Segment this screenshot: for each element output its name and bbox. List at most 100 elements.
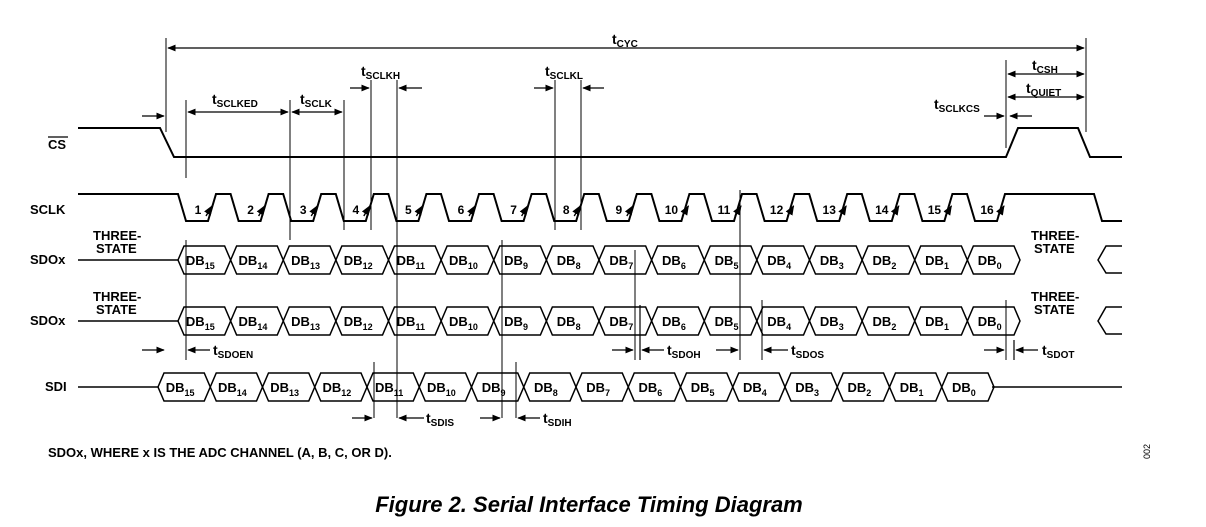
tsdis-label: tSDIS bbox=[426, 410, 454, 429]
timing-labels: tCYC tCSH tQUIET tSCLKED tSCLK tSCLKH tS… bbox=[212, 31, 1074, 429]
sdi-cell-label-db12: DB12 bbox=[322, 380, 351, 398]
sdi-cell-label-db14: DB14 bbox=[218, 380, 247, 398]
sclk-edge-arrow bbox=[785, 205, 795, 217]
three-state-label-right-1b: STATE bbox=[1034, 241, 1075, 256]
sdi-bus: DB15 DB14 DB13 DB12 DB11 DB10 DB9 DB8 DB7 DB6 DB5 D… bbox=[157, 372, 995, 402]
sclk-cycle-13: 13 bbox=[823, 203, 837, 217]
reference-lines bbox=[165, 38, 1087, 418]
sclk-cycle-5: 5 bbox=[405, 203, 412, 217]
sdox1-bus: DB15 DB14 DB13 DB12 DB11 DB10 DB9 DB8 DB7 DB6 DB5 D… bbox=[177, 245, 1021, 275]
sdox1-cell-label-db4: DB4 bbox=[767, 253, 791, 271]
sdox1-tail-right bbox=[1097, 245, 1122, 274]
sdox2-bus: DB15 DB14 DB13 DB12 DB11 DB10 DB9 DB8 DB7 DB6 DB5 D… bbox=[177, 306, 1021, 336]
footnote: SDOx, WHERE x IS THE ADC CHANNEL (A, B, … bbox=[48, 445, 392, 460]
sdi-cell-label-db7: DB7 bbox=[586, 380, 610, 398]
sdox2-cell-label-db15: DB15 bbox=[186, 314, 215, 332]
cs-waveform bbox=[78, 127, 1122, 158]
sdi-cell-label-db3: DB3 bbox=[795, 380, 819, 398]
sdi-cell-label-db0: DB0 bbox=[952, 380, 976, 398]
sdox1-cell-label-db15: DB15 bbox=[186, 253, 215, 271]
sdox2-cell-label-db2: DB2 bbox=[873, 314, 897, 332]
tsdih-label: tSDIH bbox=[543, 410, 572, 429]
tsdot-label: tSDOT bbox=[1042, 342, 1074, 361]
three-state-label-left-1a: THREE- bbox=[93, 228, 141, 243]
sclk-waveform bbox=[78, 193, 1122, 222]
tcsh-label: tCSH bbox=[1032, 57, 1058, 76]
sdox2-cell-label-db14: DB14 bbox=[239, 314, 268, 332]
sclk-cycle-14: 14 bbox=[875, 203, 889, 217]
sdox2-cell-label-db0: DB0 bbox=[978, 314, 1002, 332]
sdox-signal-label-2: SDOx bbox=[30, 313, 66, 328]
sdox2-cell-label-db4: DB4 bbox=[767, 314, 791, 332]
sclk-cycle-16: 16 bbox=[980, 203, 994, 217]
sdi-cell-label-db1: DB1 bbox=[900, 380, 924, 398]
sdi-cell-label-db8: DB8 bbox=[534, 380, 558, 398]
sdox1-cell-label-db12: DB12 bbox=[344, 253, 373, 271]
sclk-cycle-15: 15 bbox=[928, 203, 942, 217]
sclk-cycle-6: 6 bbox=[458, 203, 465, 217]
sclk-edge-arrow bbox=[943, 205, 953, 217]
sclk-edge-arrow bbox=[838, 205, 847, 217]
sdox2-cell-label-db9: DB9 bbox=[504, 314, 528, 332]
sdi-signal-label: SDI bbox=[45, 379, 67, 394]
sdox-signal-label-1: SDOx bbox=[30, 252, 66, 267]
sdox2-cell-label-db5: DB5 bbox=[715, 314, 739, 332]
sdox1-cell-label-db3: DB3 bbox=[820, 253, 844, 271]
sclk-edge-arrow bbox=[361, 205, 371, 217]
three-state-label-left-1b: STATE bbox=[96, 241, 137, 256]
sdi-cell-label-db10: DB10 bbox=[427, 380, 456, 398]
three-state-label-right-1a: THREE- bbox=[1031, 228, 1079, 243]
sclk-signal-label: SCLK bbox=[30, 202, 66, 217]
tsdoh-label: tSDOH bbox=[667, 342, 701, 361]
three-state-label-right-2a: THREE- bbox=[1031, 289, 1079, 304]
sclk-edge-arrow bbox=[572, 205, 581, 217]
sdox1-cell-label-db5: DB5 bbox=[715, 253, 739, 271]
sdox1-cell-label-db10: DB10 bbox=[449, 253, 478, 271]
sdi-cell-label-db6: DB6 bbox=[638, 380, 662, 398]
sclk-edge-arrow bbox=[467, 205, 476, 217]
sdox2-cell-label-db7: DB7 bbox=[609, 314, 633, 332]
sdox2-cell-label-db1: DB1 bbox=[925, 314, 949, 332]
figure-caption: Figure 2. Serial Interface Timing Diagra… bbox=[375, 492, 803, 517]
sdox1-cell-label-db7: DB7 bbox=[609, 253, 633, 271]
sdi-cell-label-db4: DB4 bbox=[743, 380, 767, 398]
sdox1-cell-label-db8: DB8 bbox=[557, 253, 581, 271]
sdox2-cell-label-db6: DB6 bbox=[662, 314, 686, 332]
sclk-edge-arrow bbox=[680, 205, 690, 217]
sclk-cycle-1: 1 bbox=[195, 203, 202, 217]
sclk-edge-arrow bbox=[414, 205, 424, 217]
sclk-edge-arrow bbox=[519, 205, 529, 217]
cs-signal-label: CS bbox=[48, 137, 66, 152]
sclk-cycle-4: 4 bbox=[352, 203, 359, 217]
tsclkh-label: tSCLKH bbox=[361, 63, 400, 82]
sdi-cell-label-db15: DB15 bbox=[166, 380, 195, 398]
sdox2-cell-label-db12: DB12 bbox=[344, 314, 373, 332]
sdi-cell-label-db11: DB11 bbox=[375, 380, 403, 398]
sclk-cycle-11: 11 bbox=[718, 203, 731, 217]
sclk-cycle-9: 9 bbox=[615, 203, 622, 217]
tsclkl-label: tSCLKL bbox=[545, 63, 583, 82]
sclk-cycle-2: 2 bbox=[247, 203, 254, 217]
sdox1-cell-label-db1: DB1 bbox=[925, 253, 949, 271]
sdox2-cell-label-db13: DB13 bbox=[291, 314, 320, 332]
sdi-cell-label-db13: DB13 bbox=[270, 380, 299, 398]
three-state-label-right-2b: STATE bbox=[1034, 302, 1075, 317]
sdox2-tail-right bbox=[1097, 306, 1122, 335]
sclk-edge-arrow bbox=[624, 205, 634, 217]
sdox2-cell-label-db8: DB8 bbox=[557, 314, 581, 332]
sdox1-cell-label-db9: DB9 bbox=[504, 253, 528, 271]
sdi-cell-label-db2: DB2 bbox=[847, 380, 871, 398]
sclk-cycle-3: 3 bbox=[300, 203, 307, 217]
sclk-cycle-12: 12 bbox=[770, 203, 784, 217]
sdox1-cell-db0 bbox=[966, 245, 1021, 275]
tsclked-label: tSCLKED bbox=[212, 91, 258, 110]
tsclk-label: tSCLK bbox=[300, 91, 333, 110]
three-state-label-left-2b: STATE bbox=[96, 302, 137, 317]
sdi-cell-label-db5: DB5 bbox=[691, 380, 715, 398]
sdi-cell-label-db9: DB9 bbox=[482, 380, 506, 398]
sclk-edge-arrow bbox=[890, 205, 900, 217]
sdox1-cell-label-db6: DB6 bbox=[662, 253, 686, 271]
sclk-cycle-10: 10 bbox=[665, 203, 679, 217]
figure-code: 002 bbox=[1142, 444, 1152, 459]
